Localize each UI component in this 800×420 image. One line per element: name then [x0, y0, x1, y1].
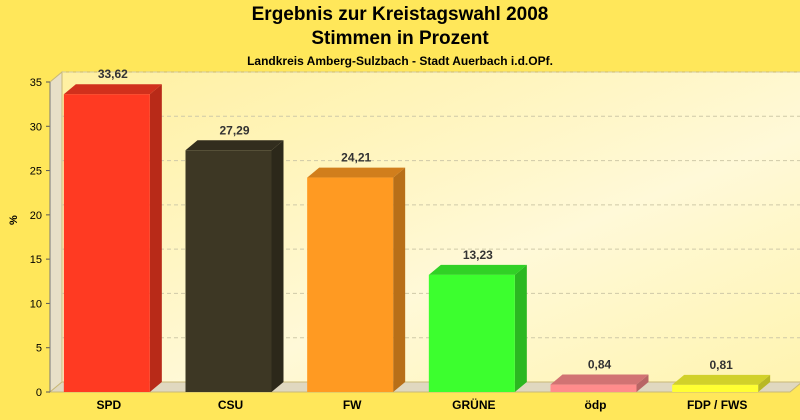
bar-spd: [63, 84, 162, 393]
x-tick-label: FDP / FWS: [687, 398, 747, 412]
bar-csu: [185, 140, 284, 392]
y-tick-label: 0: [36, 387, 42, 399]
y-tick-label: 20: [30, 210, 42, 222]
x-axis-labels: SPD CSU FW GRÜNE ödp FDP / FWS: [96, 397, 747, 412]
y-tick-label: 30: [30, 121, 42, 133]
chart-title: Ergebnis zur Kreistagswahl 2008: [251, 4, 549, 25]
value-label: 13,23: [463, 248, 493, 262]
x-tick-label: GRÜNE: [452, 397, 495, 412]
value-labels: 33,62 27,29 24,21 13,23 0,84 0,81: [98, 67, 733, 372]
grid-lines: [62, 71, 800, 339]
value-label: 0,81: [709, 358, 733, 372]
x-tick-label: SPD: [96, 398, 121, 412]
y-tick-label: 10: [30, 298, 42, 310]
plot-area: [48, 70, 800, 394]
value-label: 24,21: [341, 151, 371, 165]
y-tick-label: 15: [30, 254, 42, 266]
x-tick-label: CSU: [218, 398, 243, 412]
y-tick-label: 35: [30, 77, 42, 89]
value-label: 27,29: [219, 123, 249, 137]
y-axis-ticks: 0 5 10 15 20 25 30 35: [30, 77, 51, 399]
chart-title-line2: Stimmen in Prozent: [311, 28, 489, 49]
bar-ödp: [550, 374, 649, 392]
y-tick-label: 5: [36, 343, 42, 355]
value-label: 33,62: [98, 67, 128, 81]
value-label: 0,84: [588, 358, 612, 372]
x-tick-label: FW: [343, 398, 362, 412]
x-tick-label: ödp: [585, 398, 607, 412]
bar-fw: [307, 167, 406, 392]
bar-grüne: [428, 264, 527, 392]
bar-fdp-fws: [672, 374, 771, 392]
bars: [63, 84, 771, 393]
chart-subtitle: Landkreis Amberg-Sulzbach - Stadt Auerba…: [247, 54, 553, 68]
y-tick-label: 25: [30, 166, 42, 178]
